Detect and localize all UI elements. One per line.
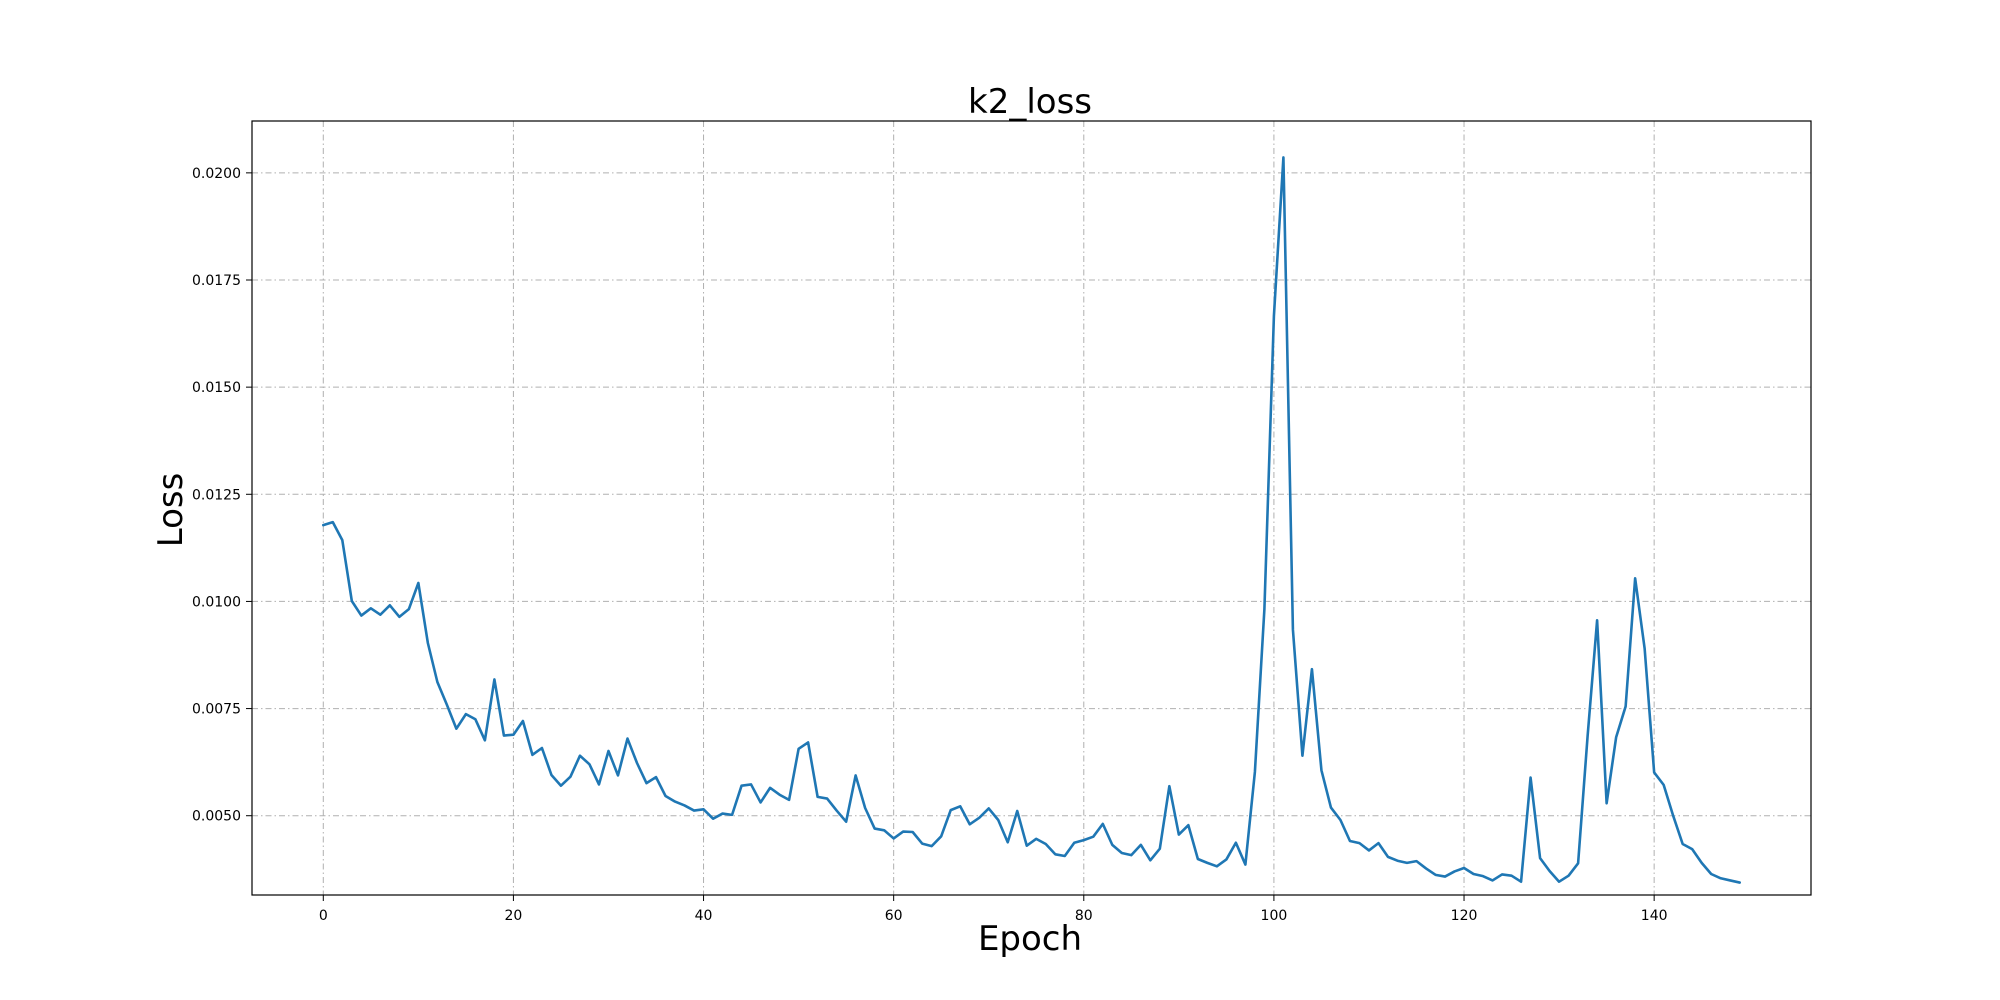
- y-tick-label: 0.0075: [192, 702, 241, 718]
- x-tick-label: 80: [1075, 908, 1093, 924]
- x-tick-label: 100: [1261, 908, 1288, 924]
- chart-title: k2_loss: [968, 82, 1092, 122]
- series-line-0: [321, 156, 1741, 884]
- y-tick-label: 0.0100: [192, 594, 241, 610]
- plot-frame: [251, 120, 1812, 896]
- x-tick-label: 40: [695, 908, 713, 924]
- y-axis: 0.0050 0.0075 0.0100 0.0125 0.0150 0.0175 0.02…: [192, 166, 252, 825]
- y-tick-label: 0.0150: [192, 380, 241, 396]
- x-tick-label: 140: [1641, 908, 1668, 924]
- x-tick-label: 0: [319, 908, 328, 924]
- x-tick-label: 20: [505, 908, 523, 924]
- y-tick-label: 0.0175: [192, 273, 241, 289]
- y-tick-label: 0.0050: [192, 809, 241, 825]
- x-tick-label: 120: [1451, 908, 1478, 924]
- series-layer: [321, 156, 1741, 884]
- x-tick-label: 60: [885, 908, 903, 924]
- y-tick-label: 0.0200: [192, 166, 241, 182]
- x-axis-label: Epoch: [978, 919, 1082, 959]
- y-axis-label: Loss: [151, 473, 191, 548]
- x-axis: 0 20 40 60 80 100 120 140: [319, 895, 1668, 924]
- grid-lines: [252, 121, 1811, 895]
- y-tick-label: 0.0125: [192, 487, 241, 503]
